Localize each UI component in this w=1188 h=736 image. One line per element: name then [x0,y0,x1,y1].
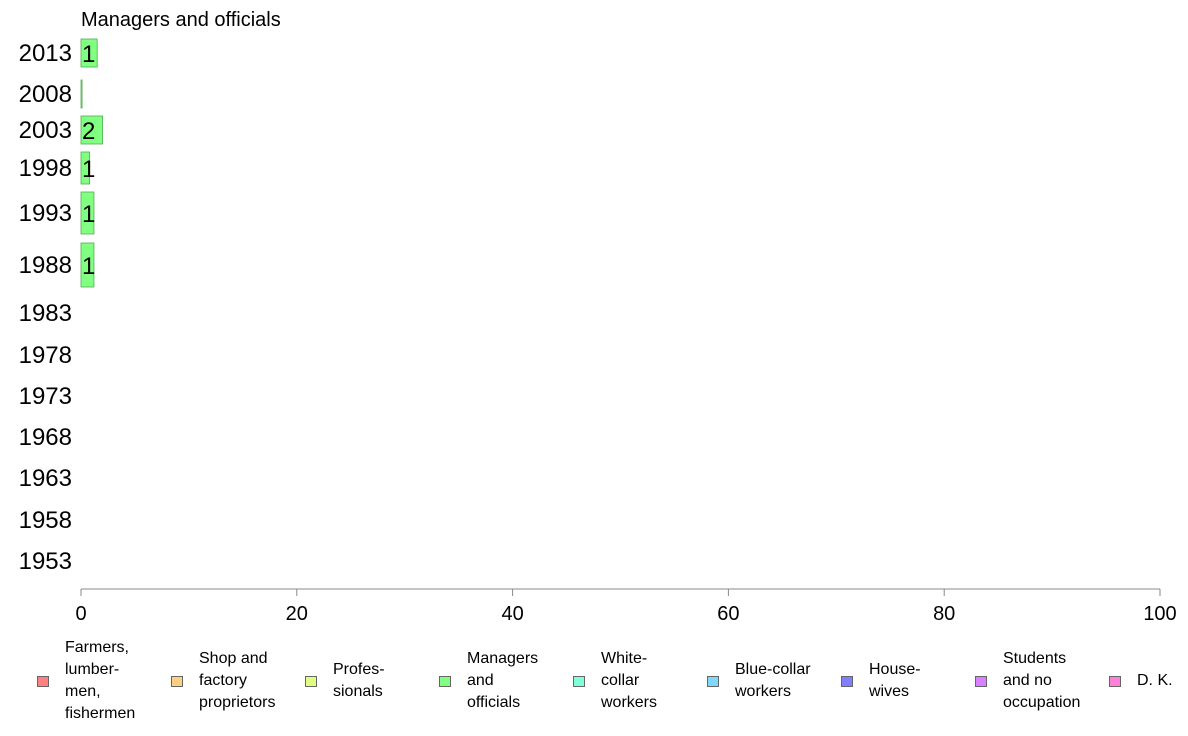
legend-item: Blue-collar workers [707,645,811,717]
y-tick-label: 1993 [19,200,72,227]
legend-item: Farmers, lumber- men, fishermen [37,639,135,722]
x-tick-label: 20 [286,603,308,625]
legend-label: House- wives [869,661,921,700]
y-tick-label: 1998 [19,155,72,182]
bar-value-label: 2 [82,118,95,145]
legend-swatch [1109,675,1121,687]
bar [80,191,95,235]
legend-label: Farmers, lumber- men, fishermen [65,639,136,722]
bar [80,115,103,145]
bar [80,79,83,109]
y-tick-label: 1963 [19,465,72,492]
y-tick-label: 1958 [19,507,72,534]
legend-item: D. K. [1109,645,1173,717]
legend-swatch [707,675,719,687]
legend-label: Profes- sionals [333,661,385,700]
legend-swatch [171,675,183,687]
legend-label: Students and no occupation [1003,650,1081,711]
x-tick-label: 60 [717,603,739,625]
chart-title: Managers and officials [81,9,281,31]
x-tick-label: 100 [1143,603,1176,625]
legend-item: White- collar workers [573,645,657,717]
x-tick-label: 40 [501,603,523,625]
legend-item: Students and no occupation [975,645,1080,717]
legend-label: White- collar workers [601,650,658,711]
bar-value-label: 1 [82,253,95,280]
bars-group: 1 2 1 1 1 [80,38,103,288]
legend: Farmers, lumber- men, fishermen Shop and … [0,639,1188,730]
x-tick-label: 0 [75,603,86,625]
y-tick-label: 1968 [19,424,72,451]
legend-swatch [37,675,49,687]
y-tick-label: 1978 [19,342,72,369]
y-tick-label: 1983 [19,300,72,327]
bar [80,242,95,288]
legend-label: Blue-collar workers [735,661,811,700]
legend-item: Managers and officials [439,645,538,717]
bar [80,151,91,185]
y-tick-labels: 2013 2008 2003 1998 1993 1988 1983 1978 1973 1968… [19,40,72,575]
legend-item: Profes- sionals [305,645,385,717]
bar-value-label: 1 [82,41,95,68]
legend-label: Managers and officials [467,650,539,711]
legend-item: Shop and factory proprietors [171,645,275,717]
legend-swatch [305,675,317,687]
legend-swatch [975,675,987,687]
bar [80,38,98,68]
y-tick-label: 2003 [19,117,72,144]
x-tick-label: 80 [933,603,955,625]
y-tick-label: 2008 [19,81,72,108]
legend-swatch [573,675,585,687]
legend-label: Shop and factory proprietors [199,650,276,711]
bar-value-label: 1 [82,201,95,228]
legend-swatch [439,675,451,687]
y-tick-label: 2013 [19,40,72,67]
y-tick-label: 1988 [19,252,72,279]
legend-swatch [841,675,853,687]
y-tick-label: 1973 [19,383,72,410]
x-ticks: 0 20 40 60 80 100 [75,589,1177,625]
legend-item: House- wives [841,645,921,717]
bar-value-label: 1 [82,156,95,183]
y-tick-label: 1953 [19,548,72,575]
legend-label: D. K. [1137,672,1173,689]
